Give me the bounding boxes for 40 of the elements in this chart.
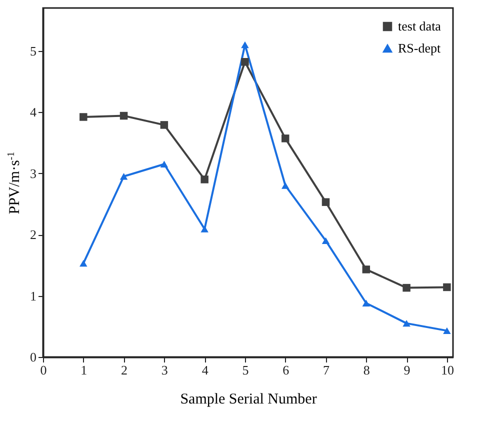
x-tick-label: 8 — [363, 362, 370, 378]
point — [80, 113, 88, 121]
legend-label: test data — [398, 18, 442, 34]
point — [402, 284, 410, 292]
point — [120, 173, 128, 180]
x-tick-label: 9 — [404, 362, 410, 378]
y-tick-label: 5 — [30, 43, 36, 58]
point — [281, 134, 290, 142]
legend-label: RS-dept — [398, 40, 441, 56]
x-tick-label: 0 — [40, 362, 47, 378]
point — [160, 160, 168, 168]
x-axis-title: Sample Serial Number — [180, 392, 317, 408]
point — [443, 327, 451, 334]
point — [241, 41, 249, 48]
point — [200, 226, 208, 232]
point — [281, 182, 290, 189]
y-tick-label: 0 — [30, 350, 36, 364]
point — [80, 260, 88, 267]
point — [200, 176, 208, 184]
y-tick-label: 3 — [30, 166, 36, 181]
x-tick-label: 4 — [202, 362, 209, 378]
point — [120, 112, 128, 120]
point — [362, 300, 370, 306]
point — [160, 121, 168, 129]
x-tick-label: 7 — [323, 362, 330, 378]
point — [322, 198, 330, 206]
point — [362, 266, 370, 274]
y-tick-label: 4 — [30, 104, 37, 120]
point — [241, 58, 249, 66]
x-tick-label: 2 — [121, 362, 128, 378]
point — [322, 237, 330, 244]
y-tick-label: 2 — [30, 227, 36, 242]
x-tick-label: 6 — [282, 362, 290, 378]
point — [402, 320, 410, 327]
x-tick-label: 5 — [242, 362, 249, 378]
point — [443, 283, 451, 292]
x-tick-label: 1 — [80, 362, 88, 378]
x-tick-label: 10 — [440, 362, 454, 378]
y-tick-label: 1 — [30, 288, 36, 304]
x-tick-label: 3 — [161, 362, 168, 378]
